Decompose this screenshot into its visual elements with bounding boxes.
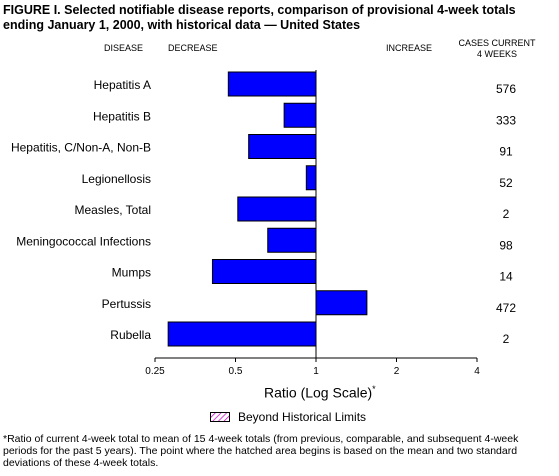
bar bbox=[283, 102, 317, 128]
case-count: 2 bbox=[503, 207, 510, 221]
bar bbox=[227, 71, 317, 97]
x-tick-label: 0.5 bbox=[229, 366, 243, 377]
cases-header-line1: CASES CURRENT bbox=[458, 38, 536, 48]
x-tick-label: 0.25 bbox=[145, 366, 165, 377]
bar bbox=[237, 196, 317, 222]
x-tick-label: 1 bbox=[313, 366, 319, 377]
case-count: 576 bbox=[496, 82, 516, 96]
bar bbox=[267, 227, 317, 253]
decrease-header: DECREASE bbox=[168, 43, 218, 53]
category-label: Meningococcal Infections bbox=[16, 234, 151, 248]
case-count: 472 bbox=[496, 301, 516, 315]
x-tick-label: 2 bbox=[394, 366, 400, 377]
case-count: 14 bbox=[499, 270, 513, 284]
legend-swatch-rect bbox=[210, 412, 230, 422]
bar bbox=[315, 290, 368, 316]
footnote: *Ratio of current 4-week total to mean o… bbox=[3, 433, 519, 469]
case-count: 91 bbox=[499, 145, 513, 159]
grid-layer bbox=[154, 357, 478, 362]
cases-header-line2: 4 WEEKS bbox=[476, 49, 517, 59]
figure-title: FIGURE I. Selected notifiable disease re… bbox=[3, 3, 516, 32]
category-label: Hepatitis B bbox=[93, 109, 151, 123]
case-count: 2 bbox=[503, 332, 510, 346]
legend-hatch-swatch bbox=[210, 412, 230, 422]
category-label: Measles, Total bbox=[75, 203, 151, 217]
bar bbox=[167, 321, 317, 347]
category-label: Hepatitis A bbox=[94, 78, 151, 92]
bars-layer bbox=[167, 70, 368, 358]
labels-layer: Hepatitis A 576 Hepatitis B 333 Hepatitis, C… bbox=[11, 78, 516, 377]
case-count: 98 bbox=[499, 238, 513, 252]
case-count: 52 bbox=[499, 176, 513, 190]
x-axis-title: Ratio (Log Scale)* bbox=[264, 384, 376, 401]
bar bbox=[305, 165, 317, 191]
category-label: Mumps bbox=[112, 266, 151, 280]
category-label: Legionellosis bbox=[82, 172, 151, 186]
x-tick-label: 4 bbox=[474, 366, 480, 377]
category-label: Pertussis bbox=[102, 297, 151, 311]
legend-label: Beyond Historical Limits bbox=[238, 410, 367, 424]
increase-header: INCREASE bbox=[386, 43, 433, 53]
cases-column-header: CASES CURRENT 4 WEEKS bbox=[444, 38, 550, 60]
bar bbox=[211, 259, 317, 284]
category-label: Rubella bbox=[110, 328, 151, 342]
case-count: 333 bbox=[496, 113, 516, 127]
category-label: Hepatitis, C/Non-A, Non-B bbox=[11, 141, 151, 155]
disease-column-header: DISEASE bbox=[104, 43, 144, 53]
x-axis-title-text: Ratio (Log Scale) bbox=[264, 384, 373, 401]
bar bbox=[248, 134, 317, 159]
legend: Beyond Historical Limits bbox=[210, 410, 366, 424]
x-axis-title-footnote-mark: * bbox=[372, 384, 376, 394]
